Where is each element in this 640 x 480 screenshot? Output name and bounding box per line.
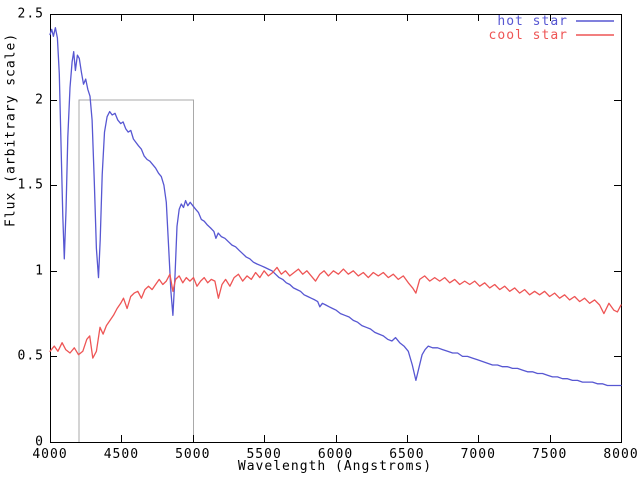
legend-label-cool-star: cool star (488, 27, 568, 43)
y-tick-label: 2.5 (17, 6, 44, 22)
legend-label-hot-star: hot star (497, 13, 568, 29)
y-tick-label: 1 (35, 263, 44, 279)
cool-star-line-sample (576, 34, 614, 36)
x-tick-label: 4500 (103, 447, 140, 462)
x-tick-label: 7500 (531, 447, 568, 462)
legend-item-hot-star: hot star (489, 14, 614, 28)
legend: hot star cool star (489, 14, 614, 42)
legend-item-cool-star: cool star (489, 28, 614, 42)
x-tick-label: 4000 (32, 447, 68, 462)
series-line-hot-star (49, 27, 622, 387)
series-line-cool-star (49, 266, 622, 359)
y-tick-label: 2 (35, 92, 44, 108)
x-tick-label: 5000 (175, 447, 211, 462)
y-tick-label: 1.5 (17, 177, 44, 193)
x-tick-label: 5500 (246, 447, 282, 462)
x-axis-title: Wavelength (Angstroms) (237, 459, 433, 474)
plot-frame (50, 14, 622, 443)
x-tick-label: 8000 (603, 447, 639, 462)
x-tick-label: 7000 (460, 447, 496, 462)
x-tick-label: 6500 (389, 447, 425, 462)
hot-star-line-sample (576, 20, 614, 22)
x-tick-label: 6000 (317, 447, 354, 462)
y-tick-label: 0.5 (17, 348, 44, 364)
annotation-highlight-box (78, 99, 194, 443)
y-tick-label: 0 (35, 434, 44, 450)
